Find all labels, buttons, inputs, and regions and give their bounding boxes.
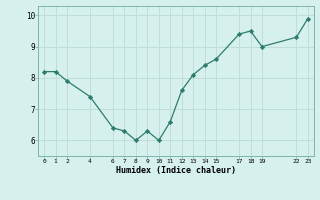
X-axis label: Humidex (Indice chaleur): Humidex (Indice chaleur) (116, 166, 236, 175)
